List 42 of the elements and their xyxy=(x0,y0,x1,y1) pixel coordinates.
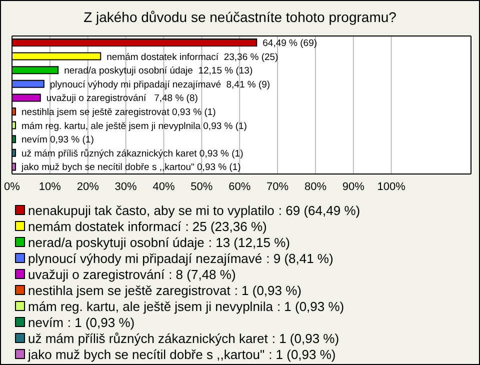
x-tick-label: 20% xyxy=(76,180,100,193)
data-label: nerad/a poskytuji osobní údaje 12,15 % (13) xyxy=(64,66,253,77)
legend-label: nenakupuji tak často, aby se mi to vyplatilo xyxy=(28,202,274,218)
data-label: uvažuji o zaregistrování 7,48 % (8) xyxy=(46,93,198,104)
legend-label: plynoucí výhody mi připadají nezajímavé xyxy=(28,250,262,266)
data-label: nemám dostatek informací 23,36 % (25) xyxy=(106,52,278,63)
x-tick-label: 80% xyxy=(304,180,327,193)
text: : 8 (7,48 %) xyxy=(168,266,236,282)
text: : 1 (0,93 %) xyxy=(234,282,302,298)
data-label: mám reg. kartu, ale ještě jsem ji nevyplnila 0,93 % (1) xyxy=(22,120,247,132)
text: : 1 (0,93 %) xyxy=(272,330,340,346)
text: : 1 (0,93 %) xyxy=(268,346,336,362)
text: : 69 (64,49 %) xyxy=(278,202,360,218)
data-label: plynoucí výhody mi připadají nezajímavé 8,41 % (9) xyxy=(50,79,270,90)
x-tick-label: 10% xyxy=(38,180,62,193)
legend-label: jako muž bych se necítil dobře s ,,kartou" xyxy=(28,346,265,362)
legend-label: už mám příliš různých zákaznických karet xyxy=(28,330,268,346)
legend-label: nevím xyxy=(28,314,64,330)
text: : 1 (0,93 %) xyxy=(276,298,344,314)
data-label: 64,49 % (69) xyxy=(262,38,318,49)
data-label: už mám příliš různých zákaznických karet 0,93 % (1) xyxy=(22,148,244,160)
data-label: nestihla jsem se ještě zaregistrovat 0,93 % (1) xyxy=(22,107,216,118)
legend-label: uvažuji o zaregistrování xyxy=(28,266,165,282)
legend-label: nemám dostatek informací xyxy=(28,218,182,234)
text: : 25 (23,36 %) xyxy=(185,218,267,234)
legend-label: nerad/a poskytuji osobní údaje xyxy=(28,234,204,250)
x-tick-label: 60% xyxy=(228,180,251,193)
x-tick-label: 90% xyxy=(342,180,365,193)
x-tick-label: 50% xyxy=(190,180,213,193)
x-tick-label: 100% xyxy=(377,180,406,193)
legend-label: nestihla jsem se ještě zaregistrovat xyxy=(28,282,230,298)
x-tick-label: 30% xyxy=(114,180,138,193)
x-tick-label: 0% xyxy=(4,180,20,193)
chart-title: Z jakého důvodu se neúčastníte tohoto programu? xyxy=(82,8,398,27)
text: : 13 (12,15 %) xyxy=(208,234,290,250)
legend-label: mám reg. kartu, ale ještě jsem ji nevyplnila xyxy=(28,298,273,314)
x-tick-label: 70% xyxy=(266,180,289,193)
data-label: jako muž bych se necítil dobře s ,,kartou" 0,93 % (1) xyxy=(20,162,241,174)
text: : 9 (8,41 %) xyxy=(266,250,334,266)
data-label: nevím 0,93 % (1) xyxy=(22,134,94,146)
x-tick-label: 40% xyxy=(152,180,175,193)
text: : 1 (0,93 %) xyxy=(67,314,135,330)
